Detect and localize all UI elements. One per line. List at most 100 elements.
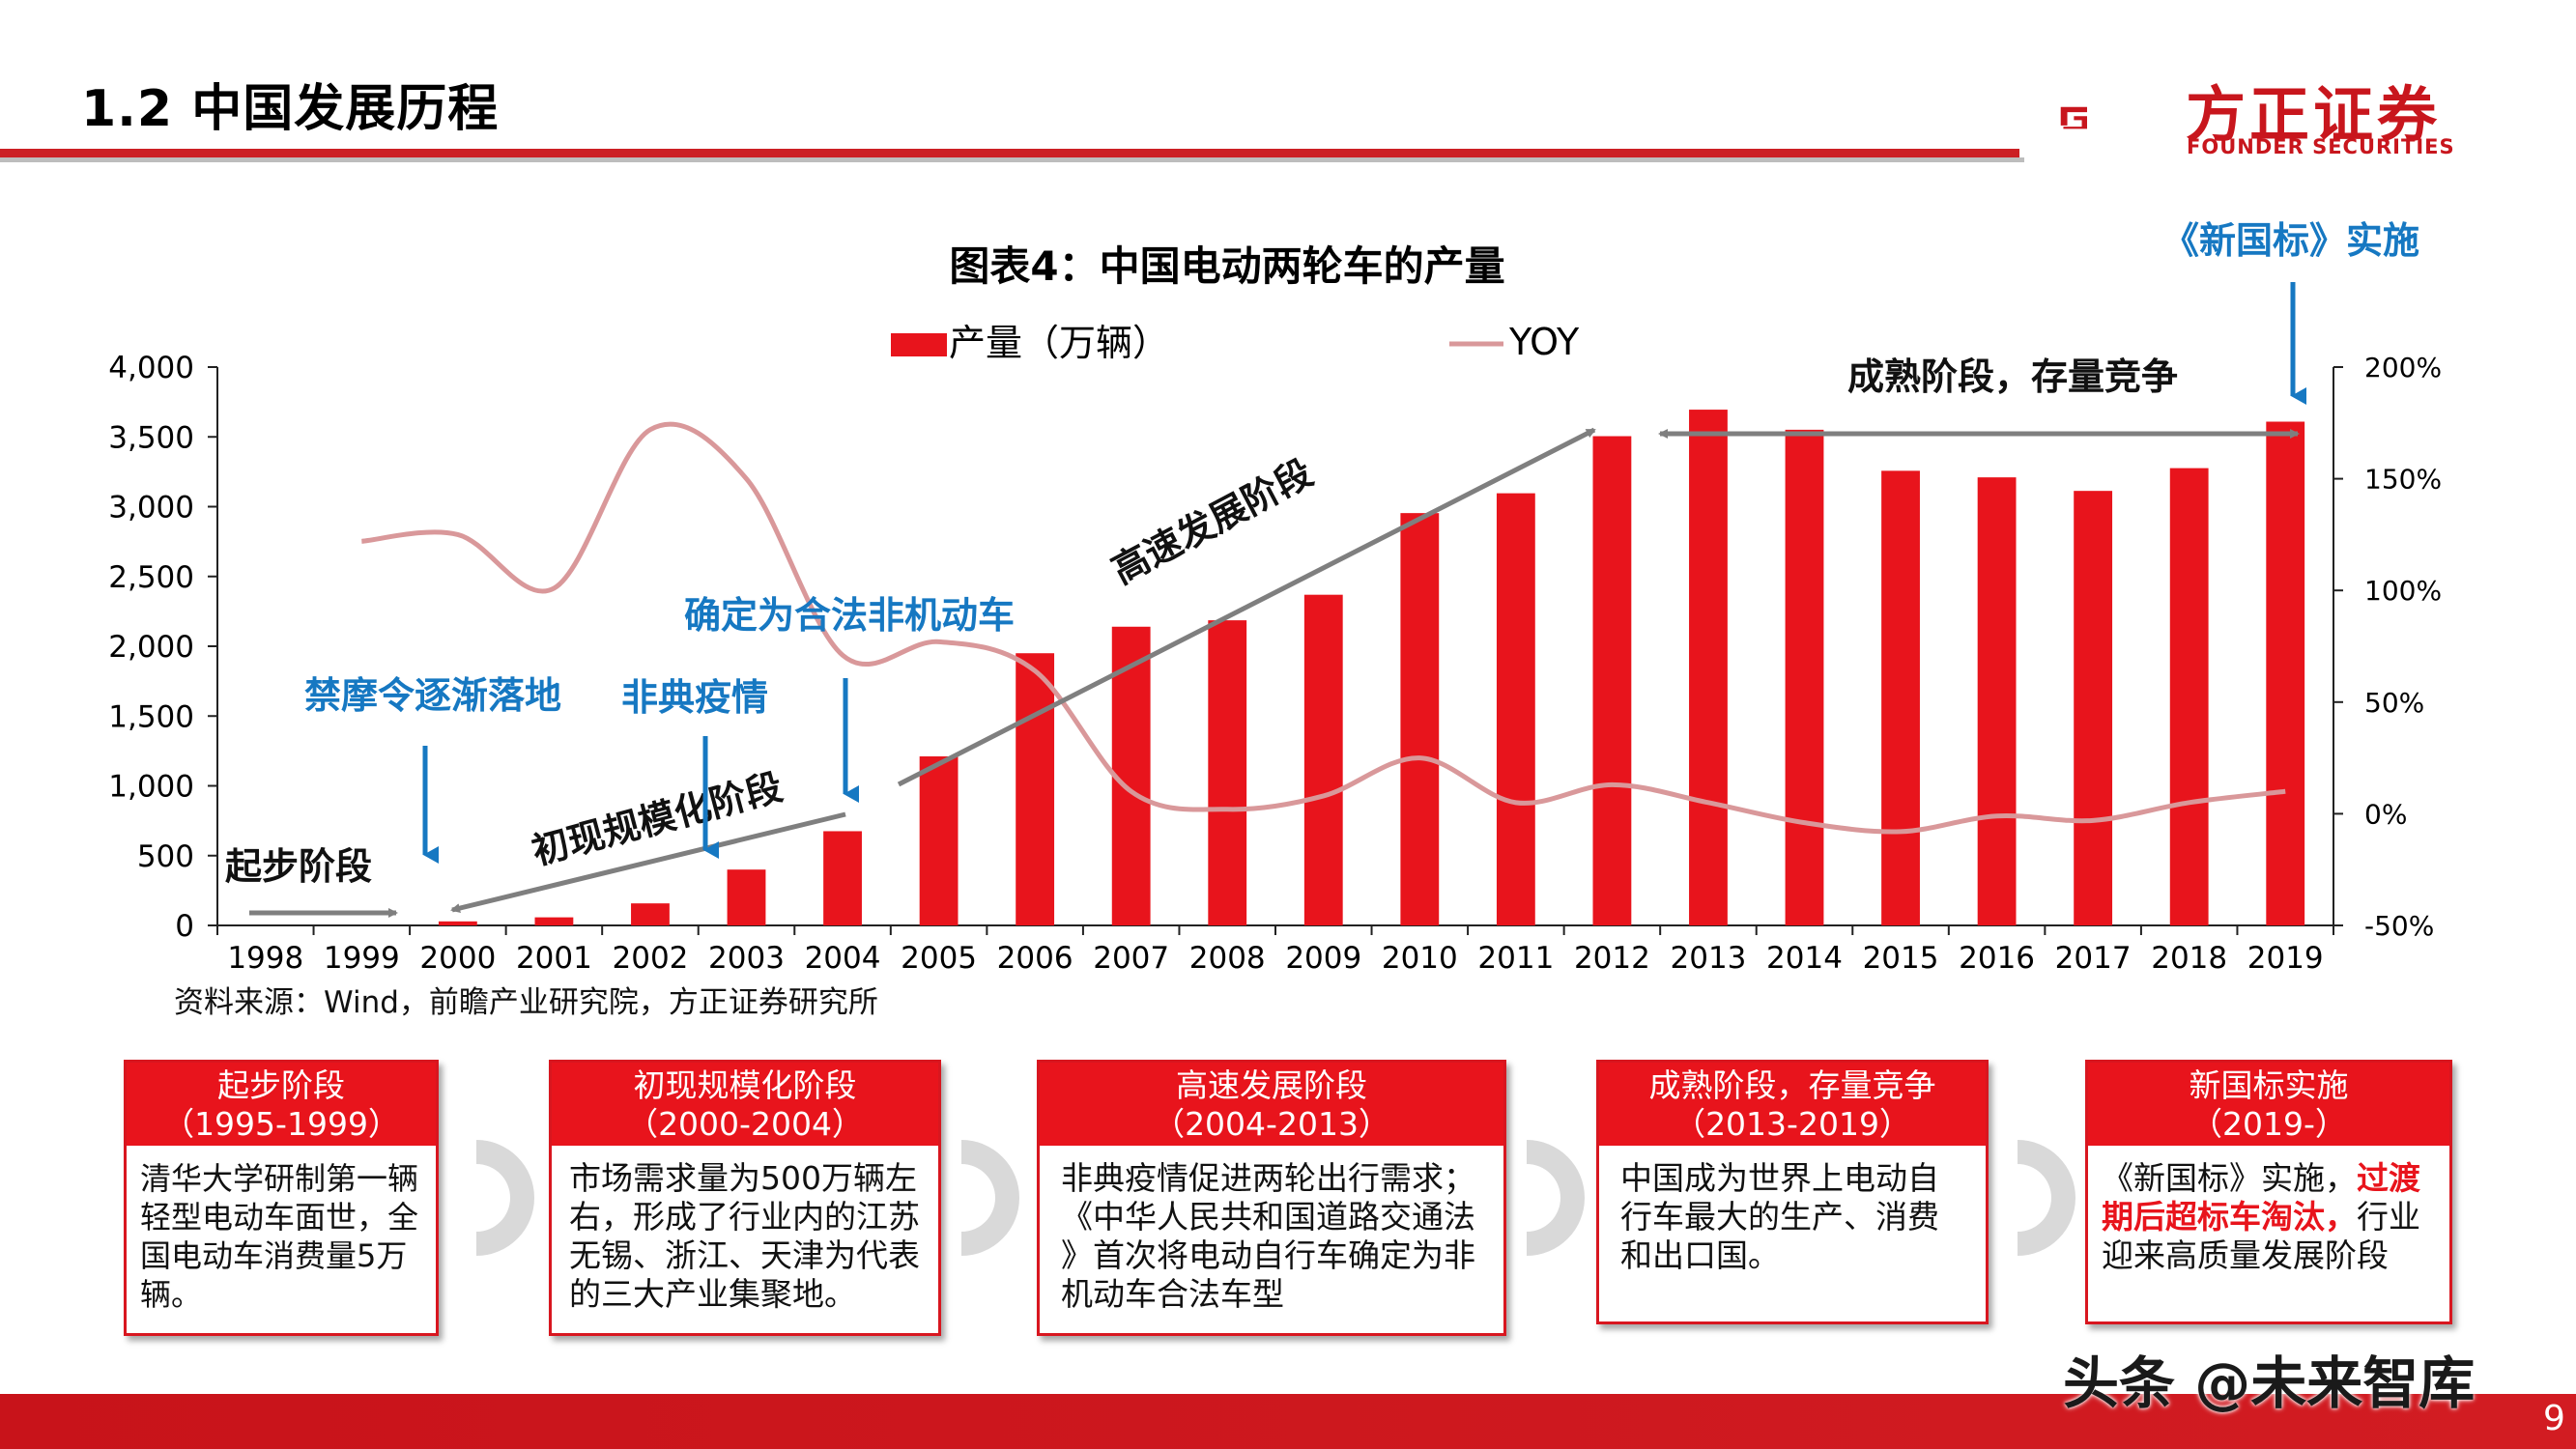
bar-2014 (1785, 429, 1824, 925)
slide-title: 1.2 中国发展历程 (81, 80, 500, 138)
x-tick-label: 2014 (1766, 941, 1843, 976)
x-tick-label: 2003 (708, 941, 785, 976)
y2-tick-label: -50% (2364, 910, 2434, 942)
timeline-body: 清华大学研制第一辆 轻型电动车面世，全 国电动车消费量5万 辆。 (140, 1160, 419, 1313)
bar-2019 (2266, 421, 2305, 925)
logo-subtitle: FOUNDER SECURITIES (2187, 135, 2455, 158)
timeline-box-new-standard: 新国标实施 （2019-） 《新国标》实施，过渡 期后超标车淘汰，行业 迎来高质量… (2085, 1060, 2452, 1324)
bar-2017 (2074, 491, 2113, 925)
x-tick-label: 2011 (1477, 941, 1554, 976)
event-label-moto-ban: 禁摩令逐渐落地 (304, 674, 561, 717)
production-chart: 图表4：中国电动两轮车的产量 产量（万辆） YOY 0 500 1,000 1,500… (108, 219, 2442, 976)
timeline-chevron-icon (1527, 1140, 1585, 1256)
bar-2018 (2169, 468, 2209, 925)
yoy-line (361, 421, 2286, 835)
watermark: 头条 @未来智库 (2063, 1350, 2476, 1416)
x-tick-label: 2004 (805, 941, 881, 976)
y-tick-label: 1,500 (108, 699, 194, 734)
bar-2009 (1303, 594, 1343, 925)
x-tick-label: 1998 (227, 941, 303, 976)
x-tick-label: 2007 (1093, 941, 1169, 976)
event-labels: 禁摩令逐渐落地 非典疫情 确定为合法非机动车 《新国标》实施 (304, 219, 2419, 719)
bar-2002 (631, 903, 670, 925)
bar-2000 (438, 921, 477, 925)
y-tick-label: 0 (175, 909, 194, 944)
stage-label-mature: 成熟阶段，存量竞争 (1847, 355, 2178, 398)
y2-tick-label: 50% (2364, 687, 2424, 719)
x-tick-label: 2019 (2247, 941, 2324, 976)
y-tick-label: 1,000 (108, 770, 194, 805)
x-tick-label: 1999 (324, 941, 400, 976)
timeline-body: 《新国标》实施，过渡 期后超标车淘汰，行业 迎来高质量发展阶段 (2102, 1159, 2420, 1274)
timeline-box-start: 起步阶段 （1995-1999） 清华大学研制第一辆 轻型电动车面世，全 国电动车消… (124, 1060, 439, 1336)
legend-line-label: YOY (1508, 321, 1580, 363)
timeline-chevron-icon (2018, 1140, 2075, 1256)
x-tick-label: 2001 (516, 941, 592, 976)
stage-label-fast: 高速发展阶段 (1105, 451, 1320, 592)
timeline-box-fast: 高速发展阶段 （2004-2013） 非典疫情促进两轮出行需求； 《中华人民共和国道… (1037, 1060, 1506, 1336)
timeline-body: 非典疫情促进两轮出行需求； 《中华人民共和国道路交通法 》首次将电动自行车确定为非… (1061, 1159, 1475, 1313)
x-tick-label: 2017 (2055, 941, 2132, 976)
timeline-body: 市场需求量为500万辆左 右，形成了行业内的江苏 无锡、浙江、天津为代表 的三大产业… (569, 1159, 920, 1313)
y2-tick-label: 150% (2364, 464, 2442, 496)
y-tick-label: 3,500 (108, 420, 194, 455)
legend-bar-label: 产量（万辆） (949, 322, 1169, 364)
company-logo-icon (2060, 106, 2087, 129)
timeline-header: 成熟阶段，存量竞争 （2013-2019） (1599, 1063, 1986, 1146)
x-tick-label: 2016 (1959, 941, 2035, 976)
x-tick-label: 2009 (1285, 941, 1361, 976)
arrow-stage-fast (897, 427, 1596, 787)
bar-2004 (823, 831, 862, 925)
bar-2001 (534, 917, 574, 925)
timeline-chevron-icon (476, 1140, 534, 1256)
timeline-box-mature: 成熟阶段，存量竞争 （2013-2019） 中国成为世界上电动自 行车最大的生产、消… (1596, 1060, 1989, 1324)
timeline-body: 中国成为世界上电动自 行车最大的生产、消费 和出口国。 (1620, 1159, 1939, 1274)
chart-legend: 产量（万辆） YOY (891, 321, 1580, 364)
bar-2003 (727, 869, 766, 925)
x-tick-label: 2008 (1189, 941, 1266, 976)
x-tick-label: 2015 (1863, 941, 1939, 976)
x-tick-label: 2002 (613, 941, 689, 976)
legend-bar-swatch (891, 333, 947, 356)
bar-2011 (1496, 493, 1535, 925)
timeline-header: 起步阶段 （1995-1999） (127, 1063, 436, 1146)
x-tick-label: 2010 (1382, 941, 1458, 976)
y2-tick-label: 200% (2364, 352, 2442, 384)
timeline-header: 初现规模化阶段 （2000-2004） (552, 1063, 938, 1146)
timeline-header: 高速发展阶段 （2004-2013） (1040, 1063, 1503, 1146)
bar-2012 (1592, 436, 1632, 925)
y-tick-label: 2,500 (108, 560, 194, 595)
logo-name: 方正证券 (2186, 79, 2442, 150)
bar-2006 (1016, 653, 1055, 925)
bar-2005 (919, 756, 959, 925)
bar-2013 (1689, 410, 1728, 925)
timeline-box-scale: 初现规模化阶段 （2000-2004） 市场需求量为500万辆左 右，形成了行业内的… (549, 1060, 941, 1336)
y-tick-label: 2,000 (108, 630, 194, 665)
x-tick-label: 2005 (901, 941, 977, 976)
y2-tick-label: 100% (2364, 575, 2442, 607)
event-label-new-standard: 《新国标》实施 (2162, 219, 2419, 262)
y-tick-label: 500 (137, 839, 194, 874)
y-tick-label: 3,000 (108, 491, 194, 526)
bar-2016 (1977, 477, 2017, 925)
arrow-stage-scale (450, 811, 846, 913)
event-label-legal: 确定为合法非机动车 (684, 594, 1015, 637)
event-label-sars: 非典疫情 (621, 676, 768, 719)
stage-label-start: 起步阶段 (225, 845, 372, 888)
yoy-line-series (361, 421, 2286, 835)
bar-2015 (1881, 470, 1920, 925)
bar-2007 (1111, 626, 1151, 925)
page-number: 9 (2543, 1399, 2565, 1438)
x-tick-label: 2000 (419, 941, 496, 976)
source-note: 资料来源：Wind，前瞻产业研究院，方正证券研究所 (174, 985, 878, 1020)
chart-title: 图表4：中国电动两轮车的产量 (949, 242, 1504, 290)
timeline-chevron-icon (961, 1140, 1019, 1256)
timeline-header: 新国标实施 （2019-） (2088, 1063, 2449, 1146)
x-tick-label: 2012 (1574, 941, 1650, 976)
bar-2008 (1208, 620, 1247, 925)
x-tick-label: 2018 (2151, 941, 2227, 976)
y2-tick-label: 0% (2364, 798, 2407, 830)
y-tick-label: 4,000 (108, 351, 194, 385)
event-arrows (422, 282, 2306, 864)
x-tick-label: 2006 (997, 941, 1073, 976)
